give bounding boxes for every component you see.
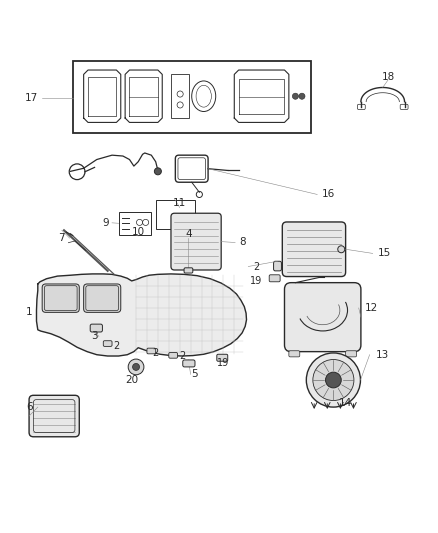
Text: 6: 6 <box>26 402 32 412</box>
FancyBboxPatch shape <box>90 324 102 332</box>
Circle shape <box>306 353 360 407</box>
FancyBboxPatch shape <box>183 360 195 367</box>
Text: 13: 13 <box>376 350 389 360</box>
Circle shape <box>325 372 341 388</box>
FancyBboxPatch shape <box>184 268 193 273</box>
Bar <box>73 61 311 133</box>
Text: 9: 9 <box>102 218 109 228</box>
Circle shape <box>338 246 345 253</box>
Text: 8: 8 <box>240 238 246 247</box>
Circle shape <box>313 359 354 400</box>
Bar <box>171 75 189 118</box>
Text: 15: 15 <box>378 248 392 259</box>
FancyBboxPatch shape <box>285 282 361 352</box>
Text: 19: 19 <box>250 276 262 286</box>
Text: 12: 12 <box>365 303 378 313</box>
Polygon shape <box>36 274 247 356</box>
Circle shape <box>128 359 144 375</box>
Text: 5: 5 <box>192 369 198 379</box>
FancyBboxPatch shape <box>103 341 112 346</box>
FancyBboxPatch shape <box>346 351 357 357</box>
FancyBboxPatch shape <box>147 348 155 354</box>
Text: 2: 2 <box>152 348 159 358</box>
Text: 19: 19 <box>217 358 230 368</box>
FancyBboxPatch shape <box>29 395 79 437</box>
FancyBboxPatch shape <box>42 284 79 312</box>
FancyBboxPatch shape <box>171 213 221 270</box>
Text: 7: 7 <box>59 233 65 243</box>
FancyBboxPatch shape <box>269 275 280 282</box>
Text: 18: 18 <box>381 71 395 82</box>
Circle shape <box>292 93 298 99</box>
Text: 2: 2 <box>253 262 259 271</box>
Circle shape <box>154 168 161 175</box>
FancyBboxPatch shape <box>84 284 121 312</box>
Text: 20: 20 <box>125 375 138 385</box>
Text: 16: 16 <box>321 189 335 199</box>
Text: 17: 17 <box>25 93 38 102</box>
Text: 10: 10 <box>132 227 145 237</box>
Text: 2: 2 <box>113 341 120 351</box>
Bar <box>155 200 195 229</box>
Text: 4: 4 <box>185 229 192 239</box>
Text: 2: 2 <box>179 351 185 361</box>
Text: 14: 14 <box>339 398 352 408</box>
Text: 3: 3 <box>91 332 98 341</box>
Text: 11: 11 <box>173 198 186 208</box>
FancyBboxPatch shape <box>217 354 228 361</box>
FancyBboxPatch shape <box>289 351 300 357</box>
FancyBboxPatch shape <box>274 261 282 271</box>
Text: 1: 1 <box>26 308 32 317</box>
Bar <box>119 212 151 235</box>
FancyBboxPatch shape <box>283 222 346 277</box>
Circle shape <box>299 93 305 99</box>
Circle shape <box>133 364 140 370</box>
FancyBboxPatch shape <box>169 352 177 358</box>
